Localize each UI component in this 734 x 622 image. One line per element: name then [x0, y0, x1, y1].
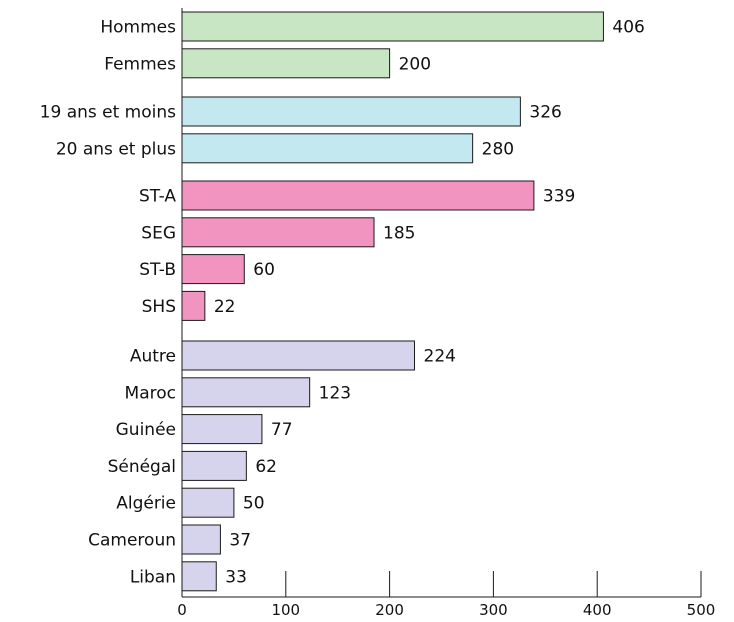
bar-algerie: [181, 487, 235, 518]
value-label-maroc: 123: [319, 383, 351, 403]
bar-guinee: [181, 414, 263, 445]
value-label-st-b: 60: [253, 260, 275, 280]
category-label-st-b: ST-B: [139, 260, 176, 280]
bar-liban: [181, 561, 217, 592]
category-label-femmes: Femmes: [104, 54, 176, 74]
category-label-algerie: Algérie: [116, 494, 176, 514]
x-tick-label-300: 300: [479, 601, 508, 619]
bar-19-ans-et-moins: [181, 96, 521, 127]
value-label-senegal: 62: [255, 457, 277, 477]
category-label-liban: Liban: [130, 567, 176, 587]
value-label-femmes: 200: [399, 54, 431, 74]
category-label-guinee: Guinée: [116, 420, 176, 440]
value-label-st-a: 339: [543, 187, 575, 207]
category-label-cameroun: Cameroun: [88, 531, 176, 551]
x-tick-label-500: 500: [687, 601, 716, 619]
value-label-autre: 224: [424, 347, 456, 367]
category-label-20-ans-et-plus: 20 ans et plus: [56, 139, 176, 159]
category-label-st-a: ST-A: [139, 187, 176, 207]
value-label-seg: 185: [383, 223, 415, 243]
bar-st-b: [181, 254, 245, 285]
category-label-maroc: Maroc: [125, 383, 176, 403]
category-label-autre: Autre: [130, 347, 176, 367]
bar-senegal: [181, 450, 247, 481]
value-label-hommes: 406: [612, 18, 644, 38]
x-axis: 0 100 200 300 400 500: [177, 8, 715, 619]
category-label-shs: SHS: [142, 297, 176, 317]
bar-cameroun: [181, 524, 221, 555]
bars-layer: Hommes 406 Femmes 200 19 ans et moins 326 20 a…: [40, 11, 645, 592]
category-label-hommes: Hommes: [100, 18, 176, 38]
bar-st-a: [181, 180, 535, 211]
bar-hommes: [181, 11, 604, 42]
value-label-guinee: 77: [271, 420, 293, 440]
category-label-senegal: Sénégal: [108, 457, 176, 477]
value-label-algerie: 50: [243, 494, 265, 514]
x-tick-label-100: 100: [271, 601, 300, 619]
value-label-19-ans-et-moins: 326: [529, 103, 561, 123]
bar-shs: [181, 290, 206, 321]
bar-femmes: [181, 48, 391, 79]
bar-autre: [181, 340, 416, 371]
category-label-seg: SEG: [141, 223, 176, 243]
bar-maroc: [181, 377, 311, 408]
x-tick-label-0: 0: [177, 601, 187, 619]
value-label-cameroun: 37: [229, 531, 251, 551]
bar-seg: [181, 217, 375, 248]
value-label-shs: 22: [214, 297, 236, 317]
x-tick-label-400: 400: [583, 601, 612, 619]
category-label-19-ans-et-moins: 19 ans et moins: [40, 103, 176, 123]
x-tick-label-200: 200: [375, 601, 404, 619]
bar-20-ans-et-plus: [181, 133, 474, 164]
value-label-liban: 33: [225, 567, 247, 587]
value-label-20-ans-et-plus: 280: [482, 139, 514, 159]
